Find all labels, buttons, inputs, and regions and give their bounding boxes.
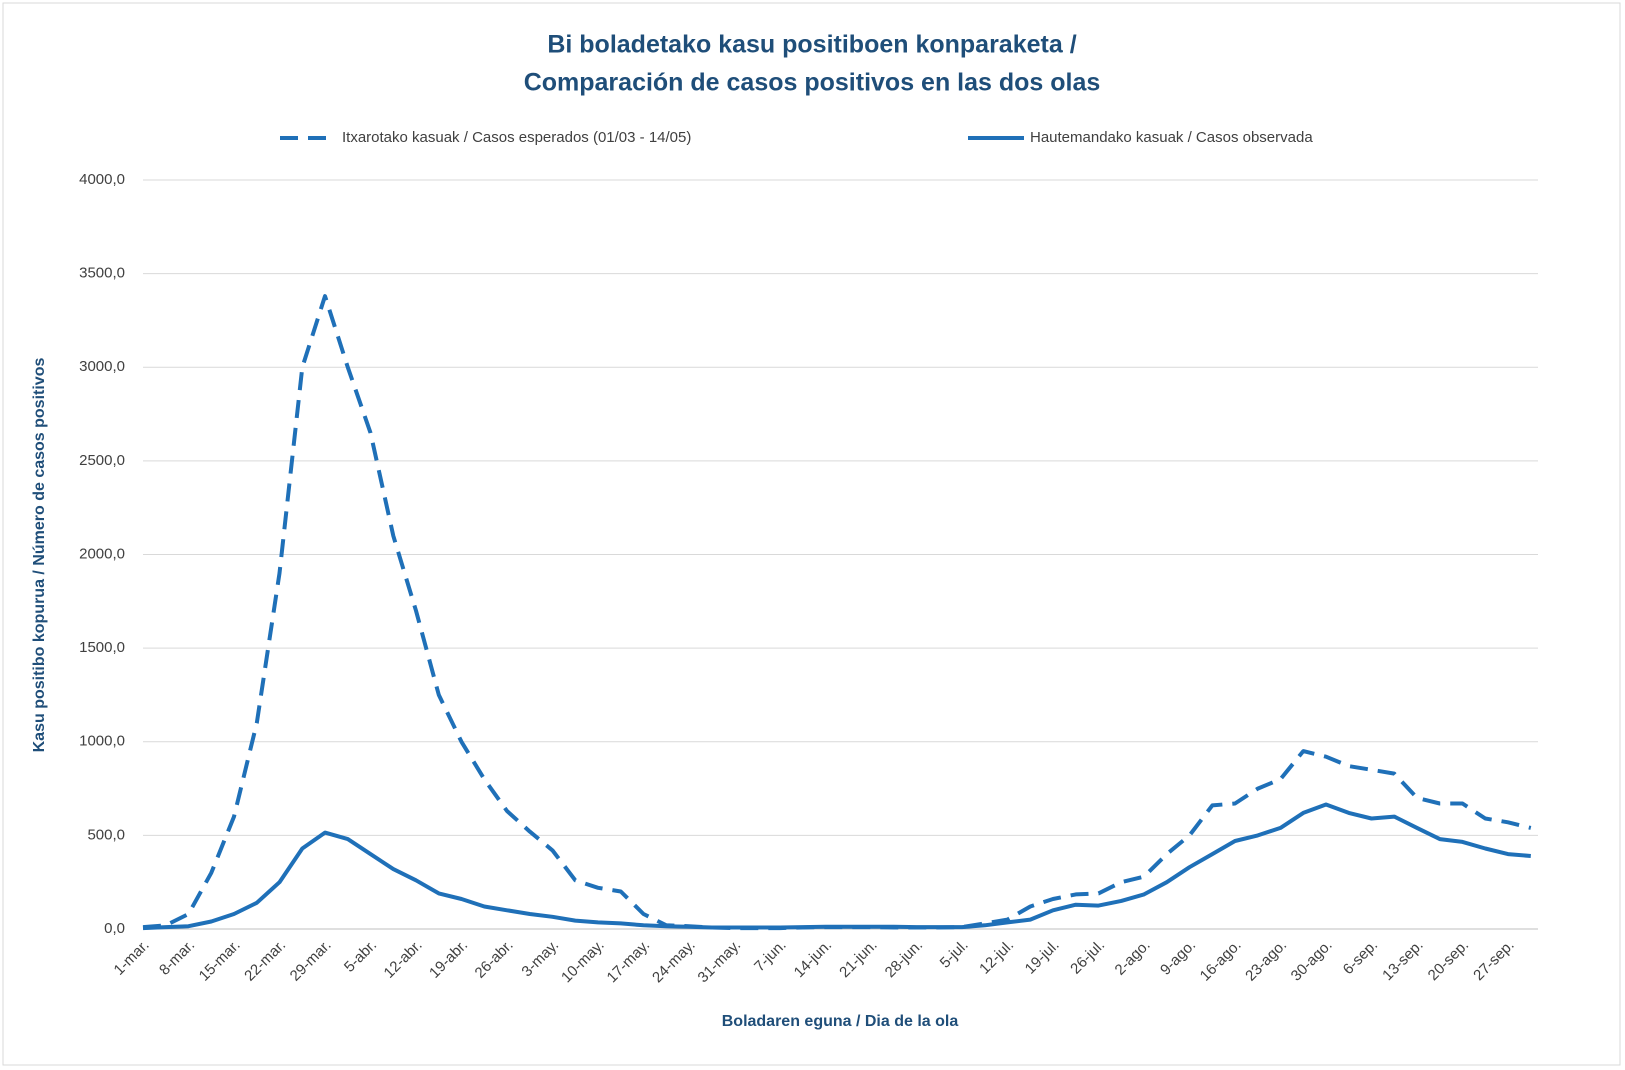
series-line [142,802,1531,931]
y-tick-label: 500,0 [87,826,125,843]
y-axis-label: Kasu positibo kopurua / Número de casos … [31,358,48,753]
y-tick-label: 3500,0 [79,265,125,282]
legend-label: Itxarotako kasuak / Casos esperados (01/… [342,129,691,146]
y-tick-label: 3000,0 [79,358,125,375]
y-tick-label: 2500,0 [79,452,125,469]
y-tick-label: 4000,0 [79,171,125,188]
y-tick-label: 1500,0 [79,639,125,656]
y-tick-label: 0,0 [104,920,125,937]
chart-title: Bi boladetako kasu positiboen konparaket… [547,31,1076,59]
y-tick-label: 1000,0 [79,733,125,750]
y-tick-label: 2000,0 [79,545,125,562]
legend-label: Hautemandako kasuak / Casos observada [1030,129,1313,146]
chart-title: Comparación de casos positivos en las do… [524,69,1101,97]
x-axis-label: Boladaren eguna / Dia de la ola [722,1013,959,1030]
